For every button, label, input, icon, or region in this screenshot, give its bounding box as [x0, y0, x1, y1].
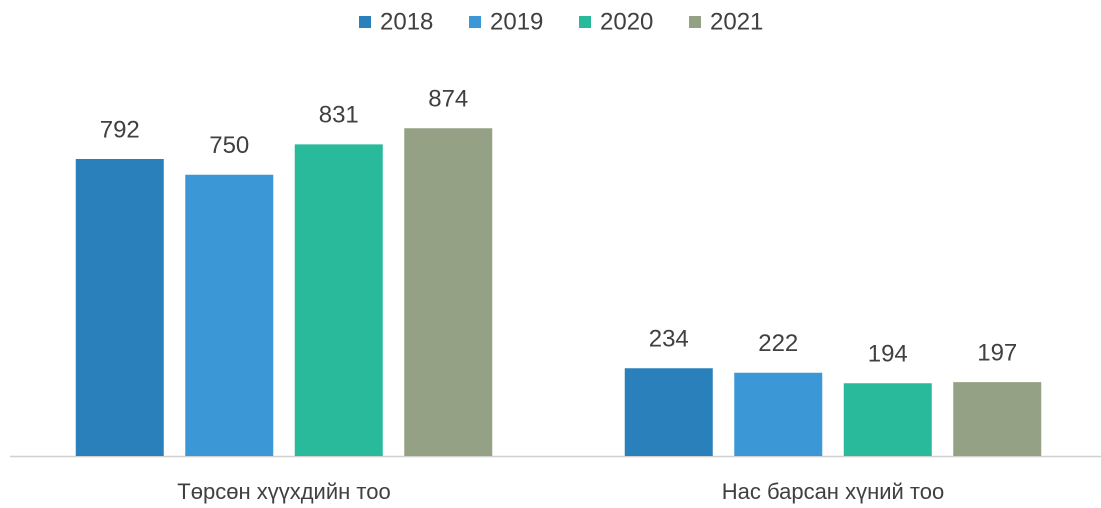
data-label: 792 — [100, 116, 140, 143]
legend-swatch — [469, 16, 481, 28]
bar — [404, 128, 493, 456]
bar — [185, 174, 274, 456]
bar — [953, 382, 1042, 456]
legend-label: 2021 — [710, 8, 763, 35]
legend-swatch — [579, 16, 591, 28]
legend-swatch — [689, 16, 701, 28]
data-label: 750 — [209, 132, 249, 159]
bar — [734, 372, 823, 456]
data-label: 874 — [428, 86, 468, 113]
data-label: 234 — [649, 326, 689, 353]
legend-swatch — [359, 16, 371, 28]
data-label: 194 — [868, 341, 908, 368]
x-tick-label: Нас барсан хүний тоо — [722, 479, 944, 504]
legend-label: 2020 — [600, 8, 653, 35]
bar — [843, 383, 932, 456]
data-label: 222 — [758, 330, 798, 357]
legend-label: 2019 — [490, 8, 543, 35]
x-tick-label: Төрсөн хүүхдийн тоо — [177, 479, 390, 504]
bar — [75, 159, 164, 456]
legend-label: 2018 — [380, 8, 433, 35]
bar — [294, 144, 383, 456]
bar — [624, 368, 713, 456]
data-label: 197 — [977, 339, 1017, 366]
data-label: 831 — [319, 102, 359, 129]
